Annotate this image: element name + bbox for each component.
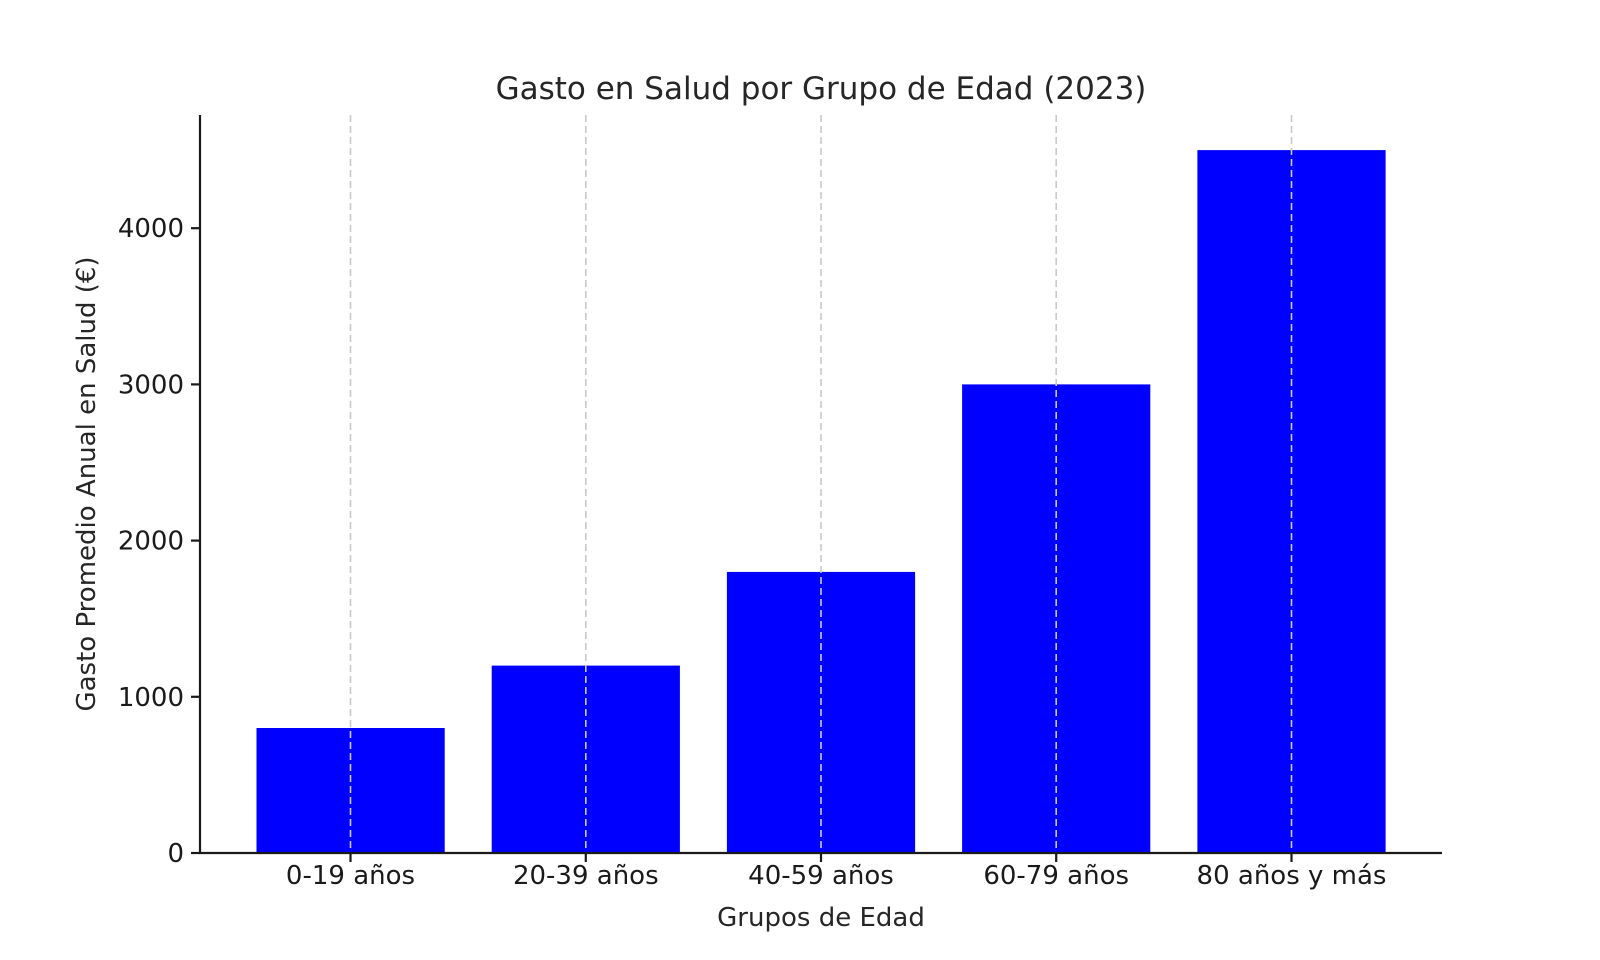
x-tick-label: 0-19 años	[286, 861, 415, 891]
y-tick-label: 1000	[118, 683, 184, 713]
x-tick-label: 60-79 años	[983, 861, 1129, 891]
chart-title: Gasto en Salud por Grupo de Edad (2023)	[496, 71, 1147, 107]
x-tick-label: 80 años y más	[1197, 861, 1387, 891]
y-axis-title: Gasto Promedio Anual en Salud (€)	[72, 256, 102, 711]
y-tick-label: 0	[167, 839, 184, 869]
x-tick-label: 40-59 años	[748, 861, 894, 891]
bar	[962, 384, 1151, 853]
y-tick-label: 3000	[118, 370, 184, 400]
x-axis-title: Grupos de Edad	[717, 903, 925, 933]
y-tick-label: 4000	[118, 214, 184, 244]
x-ticks-group: 0-19 años 20-39 años 40-59 años 60-79 años 8…	[286, 853, 1387, 891]
y-ticks-group: 0 1000 2000 3000 4000	[118, 214, 200, 869]
gridlines-group	[349, 115, 1293, 853]
x-tick-label: 20-39 años	[513, 861, 659, 891]
y-tick-label: 2000	[118, 527, 184, 557]
